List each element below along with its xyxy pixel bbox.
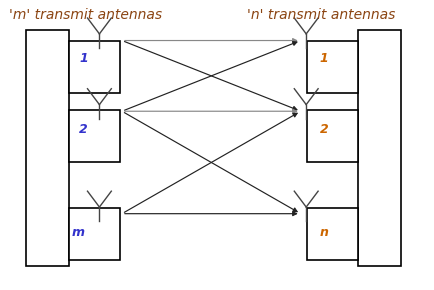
Text: 2: 2: [79, 123, 88, 136]
Bar: [358, 30, 401, 266]
Bar: [69, 209, 120, 260]
Text: m: m: [72, 226, 85, 239]
Bar: [26, 30, 69, 266]
Bar: [69, 110, 120, 162]
Text: 'm' transmit antennas: 'm' transmit antennas: [9, 8, 162, 22]
Text: 'n' transmit antennas: 'n' transmit antennas: [247, 8, 396, 22]
Bar: [307, 41, 358, 93]
Text: 1: 1: [320, 52, 329, 65]
Bar: [307, 209, 358, 260]
Text: 1: 1: [79, 52, 88, 65]
Bar: [69, 41, 120, 93]
Text: 2: 2: [320, 123, 329, 136]
Text: n: n: [319, 226, 329, 239]
Bar: [307, 110, 358, 162]
